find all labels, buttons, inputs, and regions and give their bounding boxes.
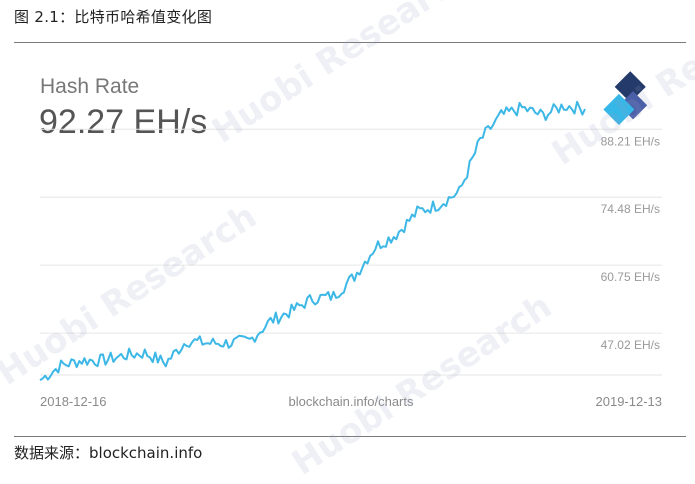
y-tick-label: 74.48 EH/s — [601, 202, 660, 216]
chart-card: Hash Rate 92.27 EH/s 88.21 EH/s 74.48 EH/… — [0, 43, 695, 435]
y-tick-label: 88.21 EH/s — [601, 134, 660, 148]
x-center-label: blockchain.info/charts — [288, 394, 414, 409]
figure-title: 图 2.1：比特币哈希值变化图 — [14, 8, 213, 26]
hash-rate-series-line — [39, 100, 586, 382]
hash-rate-chart: 88.21 EH/s 74.48 EH/s 60.75 EH/s 47.02 EH/s… — [39, 100, 663, 409]
blockchain-logo-icon — [603, 71, 648, 126]
grid-lines — [40, 128, 662, 376]
y-tick-label: 60.75 EH/s — [601, 270, 660, 284]
y-tick-label: 47.02 EH/s — [601, 338, 660, 352]
x-start-label: 2018-12-16 — [40, 394, 107, 409]
metric-value: 92.27 EH/s — [39, 103, 208, 141]
metric-name: Hash Rate — [40, 75, 140, 98]
bottom-rule — [14, 436, 686, 437]
y-tick-labels: 88.21 EH/s 74.48 EH/s 60.75 EH/s 47.02 EH/s — [601, 134, 660, 352]
top-rule — [14, 42, 686, 43]
source-note: 数据来源：blockchain.info — [14, 444, 203, 462]
x-end-label: 2019-12-13 — [596, 394, 663, 409]
